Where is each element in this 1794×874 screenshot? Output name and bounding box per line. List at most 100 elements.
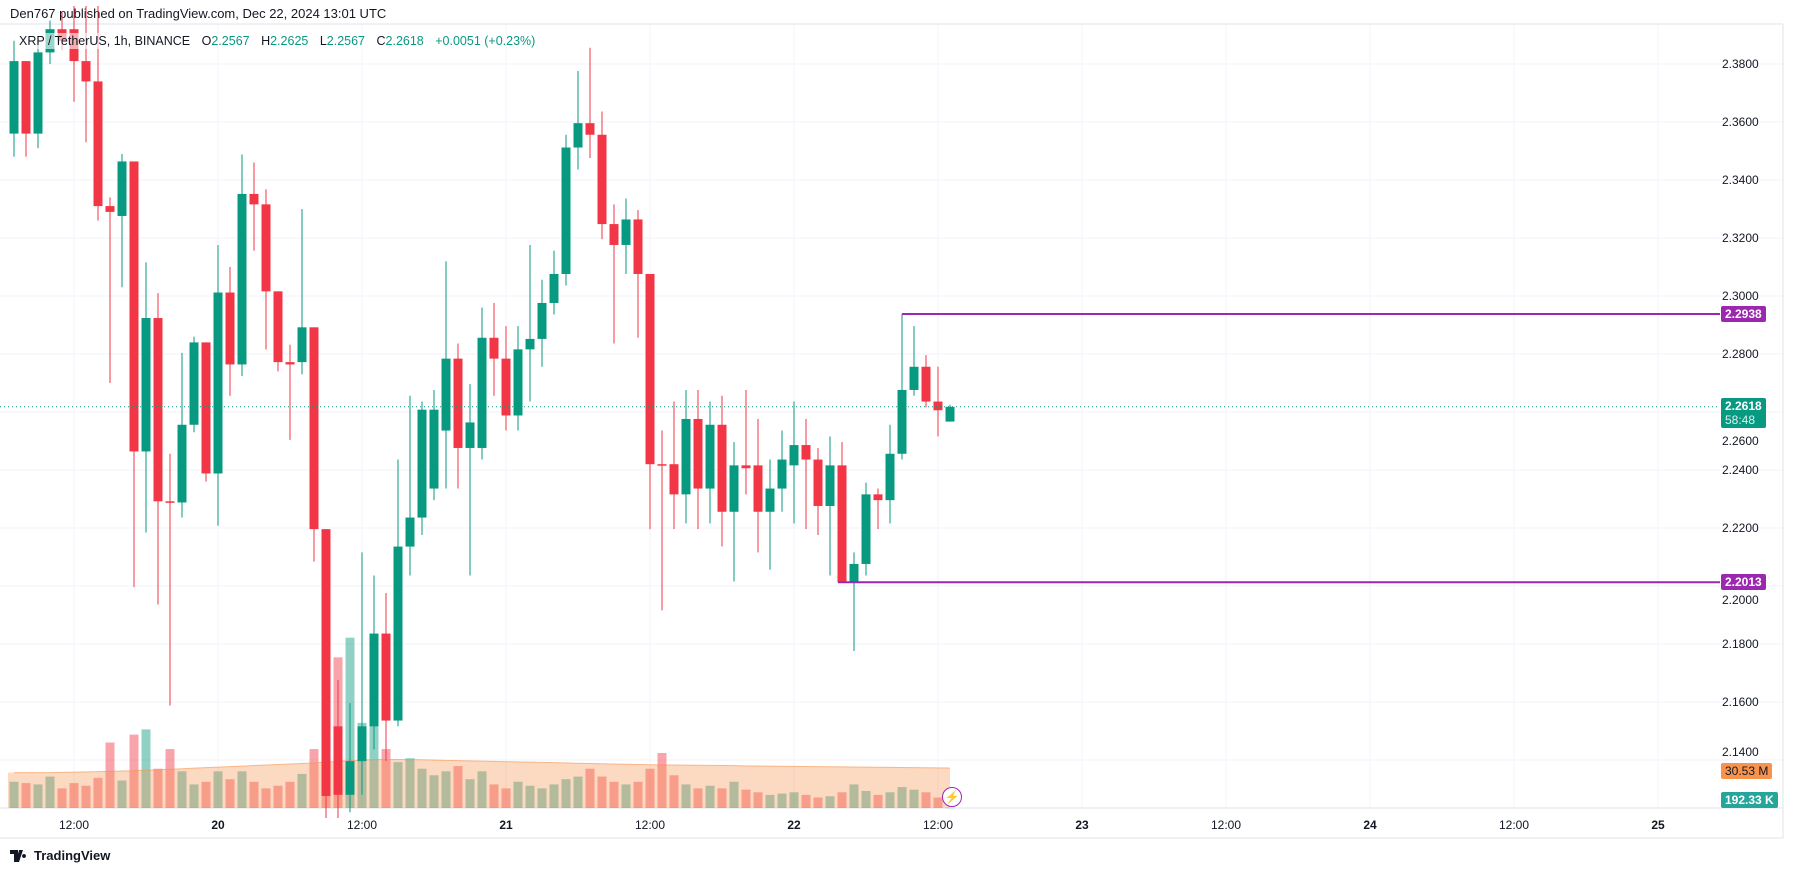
candle — [837, 442, 847, 583]
symbol-name[interactable]: XRP / TetherUS, 1h, BINANCE — [19, 34, 191, 48]
volume-bar — [489, 784, 499, 808]
candle — [765, 459, 775, 570]
candle — [69, 6, 79, 102]
change-value: +0.0051 (+0.23%) — [435, 34, 536, 48]
candle-body — [213, 292, 223, 474]
candle — [537, 279, 547, 367]
candle — [681, 389, 691, 524]
candle — [621, 198, 631, 274]
candle — [573, 70, 583, 170]
candle-body — [333, 726, 343, 795]
price-axis-label: 2.2000 — [1722, 593, 1759, 607]
candle-body — [297, 327, 307, 363]
volume-bar — [177, 771, 187, 808]
low-value: 2.2567 — [326, 34, 366, 48]
candle-body — [693, 418, 703, 489]
candle — [597, 111, 607, 240]
candle-body — [561, 147, 571, 274]
candles — [9, 6, 955, 818]
candle — [561, 134, 571, 286]
candle-body — [249, 193, 259, 205]
volume-bar — [729, 781, 739, 808]
volume-bar — [789, 792, 799, 808]
candle-body — [345, 761, 355, 795]
candle-body — [837, 465, 847, 583]
volume-bar — [849, 784, 859, 808]
candle-body — [801, 445, 811, 460]
grid — [0, 24, 1783, 808]
volume-bar — [9, 781, 19, 808]
candle-body — [849, 563, 859, 583]
volume-bar — [381, 749, 391, 808]
price-axis-label: 2.1600 — [1722, 695, 1759, 709]
open-value: 2.2567 — [211, 34, 250, 48]
time-axis-label: 25 — [1651, 818, 1665, 832]
candle-body — [537, 302, 547, 339]
volume-bar — [693, 788, 703, 808]
volume-bar — [57, 788, 67, 808]
close-value: 2.2618 — [385, 34, 424, 48]
volume-bar — [609, 781, 619, 808]
candle — [825, 436, 835, 576]
candle — [225, 267, 235, 396]
candle-body — [381, 633, 391, 721]
candle — [345, 703, 355, 813]
candle — [357, 552, 367, 795]
volume-bar — [69, 783, 79, 808]
volume-bar — [537, 788, 547, 808]
candle-body — [513, 349, 523, 416]
candle-body — [789, 445, 799, 466]
time-axis-label: 12:00 — [922, 818, 954, 832]
candle — [201, 342, 211, 482]
volume-bar — [777, 793, 787, 808]
volume-bar — [213, 771, 223, 808]
candle — [309, 327, 319, 562]
volume-bar — [921, 792, 931, 808]
candle — [441, 261, 451, 489]
candle-body — [321, 529, 331, 796]
candle-body — [309, 327, 319, 530]
candle-body — [189, 342, 199, 425]
candle-body — [393, 546, 403, 721]
high-value: 2.2625 — [270, 34, 309, 48]
candle — [945, 404, 955, 422]
candle — [273, 291, 283, 372]
candle-body — [609, 224, 619, 245]
candle — [177, 352, 187, 518]
price-axis-label: 2.2200 — [1722, 521, 1759, 535]
candle-body — [141, 318, 151, 452]
volume-bar — [837, 792, 847, 808]
volume-bar — [657, 752, 667, 808]
lightning-icon[interactable]: ⚡ — [942, 787, 962, 807]
candle — [33, 40, 43, 149]
candle — [789, 401, 799, 524]
volume-ma-tag: 30.53 M — [1721, 763, 1773, 779]
candle — [501, 326, 511, 431]
candle-body — [477, 337, 487, 448]
volume-bar — [261, 788, 271, 808]
time-axis-label: 20 — [211, 818, 225, 832]
candle — [873, 488, 883, 530]
candle — [393, 459, 403, 727]
candle-body — [753, 465, 763, 512]
symbol-legend: XRP / TetherUS, 1h, BINANCE O2.2567 H2.2… — [16, 33, 539, 49]
candle-body — [9, 61, 19, 134]
candle-body — [813, 459, 823, 506]
candle-body — [453, 358, 463, 448]
volume-bar — [273, 785, 283, 808]
volume-bar — [153, 768, 163, 808]
time-axis-label: 12:00 — [346, 818, 378, 832]
candle-body — [657, 464, 667, 466]
candle-body — [933, 401, 943, 411]
price-axis-label: 2.3200 — [1722, 231, 1759, 245]
volume-bar — [573, 776, 583, 808]
volume-bar — [141, 729, 151, 808]
volume-bar — [105, 742, 115, 808]
candle-body — [165, 501, 175, 503]
candle — [369, 575, 379, 750]
volume-bar — [129, 734, 139, 808]
candle-body — [129, 161, 139, 452]
volume-bar — [285, 781, 295, 808]
candle — [9, 40, 19, 157]
